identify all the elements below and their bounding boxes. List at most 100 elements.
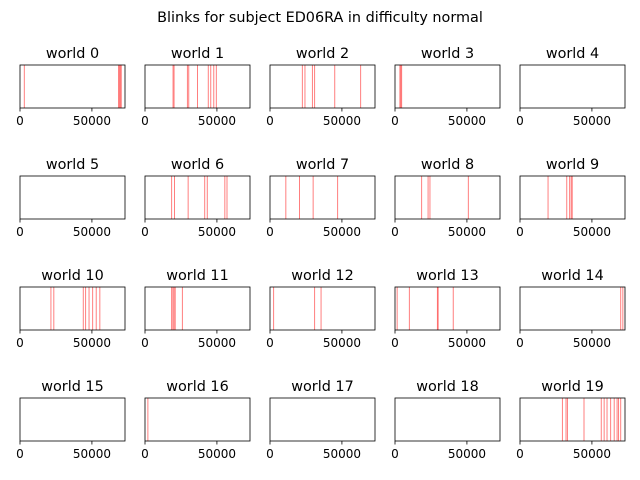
x-tick-label: 0 [141,447,149,461]
subplot-panel: world 19 0 50000 [516,379,626,461]
x-tick-label: 50000 [323,114,361,128]
x-tick-label: 50000 [573,447,611,461]
subplot-panel: world 0 0 50000 [16,46,126,128]
axes-frame [394,175,501,220]
subplot-panel: world 18 0 50000 [391,379,501,461]
subplot-title: world 8 [421,157,474,173]
subplot-panel: world 6 0 50000 [141,157,251,239]
x-tick-label: 50000 [73,447,111,461]
subplot-panel: world 10 0 50000 [16,268,126,350]
subplot-panel: world 8 0 50000 [391,157,501,239]
subplot-title: world 9 [546,157,599,173]
subplot-panel: world 15 0 50000 [16,379,126,461]
x-tick-label: 0 [266,447,274,461]
axes-frame [519,397,626,442]
x-tick-label: 0 [516,336,524,350]
x-tick-label: 0 [516,447,524,461]
axes-frame [519,175,626,220]
x-tick-label: 50000 [323,225,361,239]
subplot-panel: world 14 0 50000 [516,268,626,350]
subplot-panel: world 5 0 50000 [16,157,126,239]
x-tick-label: 50000 [573,114,611,128]
x-tick-label: 0 [16,447,24,461]
subplot-title: world 3 [421,46,474,62]
axes-frame [519,64,626,109]
axes-frame [144,397,251,442]
subplot-title: world 18 [416,379,479,395]
subplot-title: world 0 [46,46,99,62]
x-tick-label: 50000 [448,114,486,128]
axes-frame [519,286,626,331]
x-tick-label: 0 [16,336,24,350]
axes-frame [394,64,501,109]
subplot-panel: world 17 0 50000 [266,379,376,461]
subplot-panel: world 1 0 50000 [141,46,251,128]
subplot-title: world 4 [546,46,599,62]
axes-frame [269,175,376,220]
x-tick-label: 0 [391,336,399,350]
x-tick-label: 50000 [198,225,236,239]
x-tick-label: 50000 [73,114,111,128]
subplot-panel: world 11 0 50000 [141,268,251,350]
x-tick-label: 50000 [573,336,611,350]
x-tick-label: 50000 [323,447,361,461]
axes-frame [269,397,376,442]
axes-frame [144,64,251,109]
x-tick-label: 0 [391,447,399,461]
x-tick-label: 0 [391,114,399,128]
subplot-panel: world 12 0 50000 [266,268,376,350]
axes-frame [269,64,376,109]
x-tick-label: 50000 [448,225,486,239]
subplot-title: world 1 [171,46,224,62]
x-tick-label: 50000 [323,336,361,350]
x-tick-label: 0 [16,114,24,128]
subplot-panel: world 7 0 50000 [266,157,376,239]
subplot-title: world 14 [541,268,604,284]
subplot-panel: world 16 0 50000 [141,379,251,461]
x-tick-label: 0 [141,114,149,128]
subplot-title: world 7 [296,157,349,173]
x-tick-label: 50000 [448,336,486,350]
subplot-title: world 19 [541,379,604,395]
x-tick-label: 50000 [198,447,236,461]
axes-frame [144,286,251,331]
x-tick-label: 0 [266,336,274,350]
axes-frame [394,397,501,442]
subplot-panel: world 13 0 50000 [391,268,501,350]
subplot-panel: world 3 0 50000 [391,46,501,128]
axes-frame [19,175,126,220]
subplot-title: world 16 [166,379,229,395]
x-tick-label: 0 [516,114,524,128]
x-tick-label: 50000 [73,225,111,239]
x-tick-label: 0 [266,114,274,128]
axes-frame [394,286,501,331]
subplot-panel: world 9 0 50000 [516,157,626,239]
subplot-panel: world 4 0 50000 [516,46,626,128]
x-tick-label: 50000 [73,336,111,350]
subplot-title: world 15 [41,379,104,395]
x-tick-label: 50000 [198,336,236,350]
subplot-title: world 5 [46,157,99,173]
x-tick-label: 50000 [198,114,236,128]
axes-frame [19,286,126,331]
axes-frame [269,286,376,331]
subplot-title: world 6 [171,157,224,173]
subplot-title: world 10 [41,268,104,284]
x-tick-label: 0 [516,225,524,239]
x-tick-label: 0 [141,225,149,239]
subplot-title: world 17 [291,379,354,395]
subplot-title: world 12 [291,268,354,284]
axes-frame [19,397,126,442]
subplot-panel: world 2 0 50000 [266,46,376,128]
axes-frame [19,64,126,109]
x-tick-label: 0 [391,225,399,239]
subplot-title: world 2 [296,46,349,62]
subplot-title: world 11 [166,268,229,284]
subplot-title: world 13 [416,268,479,284]
x-tick-label: 0 [16,225,24,239]
x-tick-label: 0 [141,336,149,350]
figure-title: Blinks for subject ED06RA in difficulty … [157,10,483,26]
x-tick-label: 0 [266,225,274,239]
